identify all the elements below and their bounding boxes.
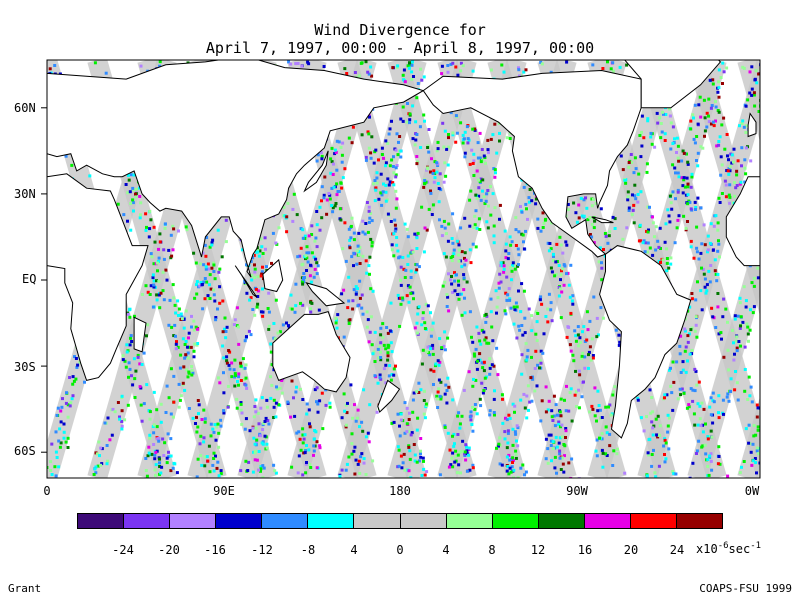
continent-shape (725, 176, 760, 267)
colorbar-tick: 4 (350, 543, 358, 557)
lon-label-0: 0 (43, 484, 51, 498)
colorbar-tick: 20 (623, 543, 639, 557)
axis-ticks (41, 107, 47, 453)
colorbar-tick: -16 (204, 543, 226, 557)
colorbar-legend (77, 513, 723, 529)
colorbar-units: x10-6sec-1 (696, 541, 762, 556)
colorbar-swatch (354, 514, 401, 528)
map-title-line2: April 7, 1997, 00:00 - April 8, 1997, 00… (205, 39, 595, 57)
footer-author: Grant (8, 582, 42, 595)
colorbar-tick: -20 (158, 543, 180, 557)
colorbar-tick: 0 (396, 543, 404, 557)
colorbar-swatch (400, 514, 447, 528)
colorbar-tick: 4 (442, 543, 450, 557)
colorbar-swatch (78, 514, 125, 528)
lon-label-90w: 90W (566, 484, 588, 498)
continent-shape (377, 379, 401, 413)
lon-label-0w: 0W (744, 484, 760, 498)
footer-credit: COAPS-FSU 1999 (699, 582, 792, 595)
colorbar-swatch (124, 514, 171, 528)
continents (47, 60, 760, 478)
continent-shape (591, 216, 614, 224)
lat-label-60n: 60N (14, 101, 36, 115)
continent-shape (272, 310, 351, 393)
colorbar-swatch (308, 514, 355, 528)
lat-label-30n: 30N (14, 187, 36, 201)
colorbar-tick: 24 (669, 543, 685, 557)
continent-shape (47, 173, 149, 381)
colorbar-swatch (584, 514, 631, 528)
continent-shape (303, 150, 329, 193)
colorbar-tick: -8 (300, 543, 316, 557)
continent-shape (47, 60, 425, 278)
colorbar-swatch (170, 514, 217, 528)
colorbar-tick: -12 (251, 543, 273, 557)
lon-label-180: 180 (389, 484, 411, 498)
colorbar-swatch (492, 514, 539, 528)
colorbar-swatch (446, 514, 493, 528)
continent-shape (305, 282, 346, 307)
continent-shape (624, 60, 722, 109)
colorbar-tick: 16 (577, 543, 593, 557)
colorbar-swatch (216, 514, 263, 528)
colorbar-tick: 12 (530, 543, 546, 557)
colorbar-swatch (630, 514, 678, 528)
lon-label-90e: 90E (213, 484, 235, 498)
continent-shape (747, 112, 757, 138)
colorbar-swatch (677, 514, 723, 528)
lat-label-30s: 30S (14, 360, 36, 374)
map-frame (46, 59, 761, 479)
colorbar-tick: -24 (112, 543, 134, 557)
continent-shape (599, 245, 692, 439)
colorbar-tick: 8 (488, 543, 496, 557)
continent-shape (262, 258, 284, 293)
continent-shape (133, 316, 147, 353)
lat-label-60s: 60S (14, 444, 36, 458)
colorbar-swatch (538, 514, 585, 528)
lat-label-eq: EQ (22, 272, 37, 286)
continent-shape (234, 265, 258, 298)
colorbar-swatch (262, 514, 309, 528)
map-title-line1: Wind Divergence for (314, 21, 486, 39)
